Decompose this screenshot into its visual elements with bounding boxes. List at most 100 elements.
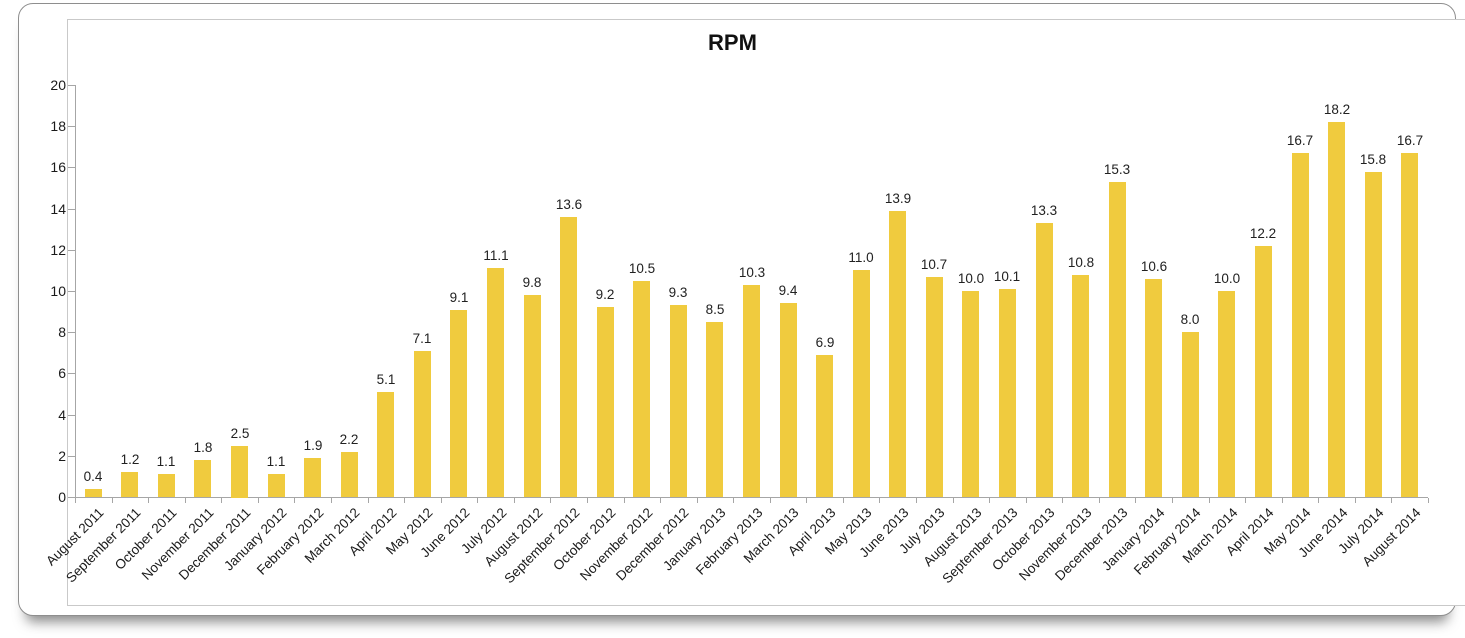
y-axis-tick-label: 4: [58, 406, 66, 423]
bar: [1036, 223, 1053, 497]
y-axis-tick: [68, 249, 75, 251]
chart-title: RPM: [708, 30, 757, 55]
bar: [1218, 291, 1235, 497]
x-axis-tick: [1355, 498, 1356, 503]
y-axis-tick-label: 10: [50, 283, 66, 299]
bar: [889, 211, 906, 497]
bar: [1182, 332, 1199, 497]
bar-value-label: 10.8: [1067, 255, 1095, 270]
y-axis-tick-label: 14: [50, 200, 66, 217]
bar: [1401, 153, 1418, 497]
bar-value-label: 10.7: [920, 257, 948, 272]
bar: [780, 303, 797, 497]
y-axis-tick: [68, 455, 75, 457]
y-axis-tick: [68, 126, 75, 128]
chart-window: [18, 3, 1465, 616]
bar-value-label: 9.2: [595, 287, 615, 302]
bar: [268, 474, 285, 497]
x-axis-tick: [879, 498, 880, 503]
x-axis-tick: [1318, 498, 1319, 503]
x-axis-tick: [112, 498, 113, 503]
x-axis-tick: [697, 498, 698, 503]
bar-value-label: 13.9: [884, 191, 912, 206]
bar-value-label: 5.1: [376, 372, 396, 387]
bar: [158, 474, 175, 497]
x-axis-tick: [1282, 498, 1283, 503]
bar: [450, 310, 467, 497]
bar-value-label: 9.3: [668, 285, 688, 300]
x-axis-tick: [1172, 498, 1173, 503]
bar: [706, 322, 723, 497]
bar: [121, 472, 138, 497]
x-axis-tick: [368, 498, 369, 503]
bar-value-label: 7.1: [412, 331, 432, 346]
x-axis-tick: [477, 498, 478, 503]
x-axis-tick: [806, 498, 807, 503]
y-axis-tick-label: 6: [58, 365, 66, 382]
x-axis-tick: [660, 498, 661, 503]
bar-value-label: 10.0: [957, 271, 985, 286]
x-axis-tick: [989, 498, 990, 503]
bar-value-label: 12.2: [1249, 226, 1277, 241]
y-axis-tick: [68, 167, 75, 169]
bar: [597, 307, 614, 497]
bar: [926, 277, 943, 497]
y-axis-tick: [68, 373, 75, 375]
bar-value-label: 10.5: [628, 261, 656, 276]
x-axis-tick: [733, 498, 734, 503]
y-axis-tick: [68, 208, 75, 210]
y-axis-tick: [68, 291, 75, 292]
y-axis-line: [75, 85, 76, 497]
y-axis-tick-label: 12: [50, 241, 66, 258]
bar-value-label: 16.7: [1396, 133, 1424, 148]
y-axis-tick: [68, 85, 75, 86]
x-axis-tick: [953, 498, 954, 503]
bar-value-label: 18.2: [1323, 102, 1351, 117]
x-axis-tick: [916, 498, 917, 503]
bar: [1365, 172, 1382, 497]
y-axis-tick-label: 2: [58, 447, 66, 464]
bar-value-label: 15.8: [1359, 152, 1387, 167]
bar-value-label: 11.1: [483, 248, 509, 263]
x-axis-tick: [1209, 498, 1210, 503]
y-axis-tick: [68, 332, 75, 334]
bar-value-label: 16.7: [1286, 133, 1314, 148]
y-axis-tick-label: 16: [50, 159, 66, 176]
bar: [341, 452, 358, 497]
x-axis-tick: [441, 498, 442, 503]
bar-value-label: 8.0: [1180, 312, 1200, 327]
bar: [524, 295, 541, 497]
x-axis-tick: [587, 498, 588, 503]
bar: [670, 305, 687, 497]
bar: [560, 217, 577, 497]
bar: [1109, 182, 1126, 497]
bar-value-label: 13.3: [1030, 203, 1058, 218]
bar-value-label: 1.9: [303, 438, 323, 453]
x-axis-tick: [148, 498, 149, 503]
bar-value-label: 15.3: [1103, 162, 1131, 177]
x-axis-tick: [221, 498, 222, 503]
x-axis-tick: [1062, 498, 1063, 503]
x-axis-tick: [550, 498, 551, 503]
bar: [487, 268, 504, 497]
bar-value-label: 1.1: [266, 454, 286, 469]
y-axis-tick-label: 8: [58, 324, 66, 341]
bar: [1145, 279, 1162, 497]
bar-value-label: 6.9: [815, 335, 835, 350]
y-axis-tick-label: 20: [50, 77, 66, 93]
x-axis-tick: [75, 498, 76, 503]
y-axis-tick-label: 0: [58, 489, 66, 505]
x-axis-tick: [843, 498, 844, 503]
bar: [962, 291, 979, 497]
x-axis-tick: [770, 498, 771, 503]
bar: [1328, 122, 1345, 497]
y-axis-tick-label: 18: [50, 118, 66, 135]
bar: [85, 489, 102, 497]
x-axis-tick: [404, 498, 405, 503]
bar: [633, 281, 650, 497]
bar: [1072, 275, 1089, 497]
x-axis-tick: [1026, 498, 1027, 503]
bar: [999, 289, 1016, 497]
bar-value-label: 9.4: [778, 283, 798, 298]
